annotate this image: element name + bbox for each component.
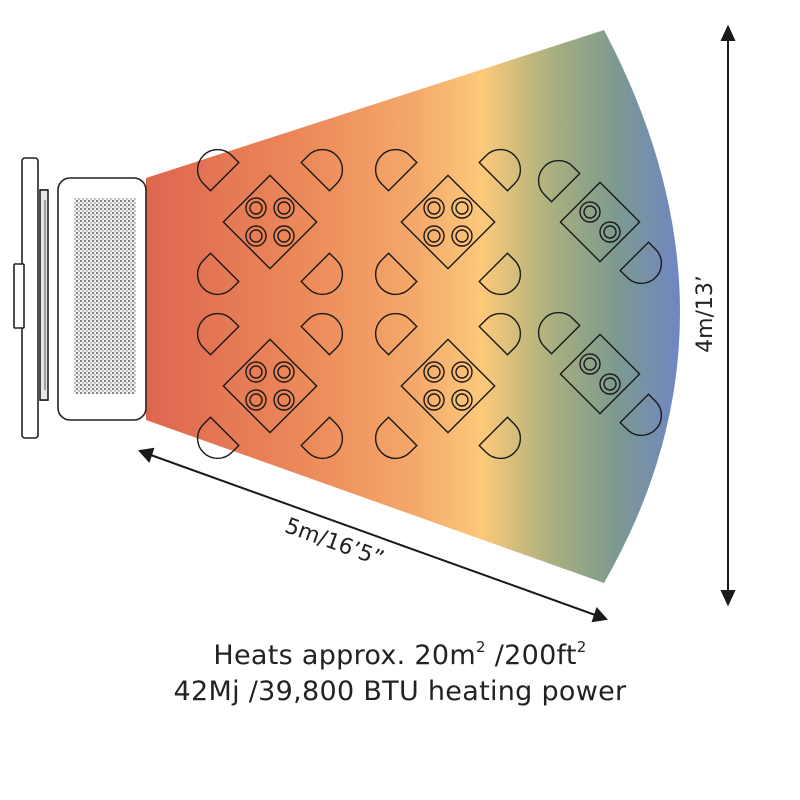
plate-icon	[245, 389, 267, 411]
plate-icon	[451, 225, 473, 247]
chair-icon	[619, 241, 663, 285]
table-top	[559, 181, 641, 263]
heat-coverage-beam	[146, 30, 680, 583]
plate-inner	[603, 377, 617, 391]
width-dimension-arrow	[720, 24, 736, 607]
width-dimension-label: 4m/13’	[693, 275, 718, 353]
plate-icon	[599, 221, 621, 243]
plate-inner	[427, 201, 441, 215]
plate-icon	[423, 197, 445, 219]
length-dimension-arrow	[138, 447, 608, 623]
chair-icon	[619, 393, 663, 437]
chair-icon	[478, 312, 522, 356]
plate-inner	[583, 205, 597, 219]
plate-icon	[273, 225, 295, 247]
squared-superscript: 2	[476, 638, 486, 656]
chair-icon	[196, 148, 240, 192]
plate-inner	[249, 201, 263, 215]
plate-icon	[451, 197, 473, 219]
plate-inner	[277, 201, 291, 215]
chair-icon	[478, 252, 522, 296]
table-with-chairs-icon	[537, 311, 663, 437]
plate-inner	[455, 365, 469, 379]
squared-superscript: 2	[576, 638, 587, 656]
plate-inner	[427, 365, 441, 379]
chair-icon	[374, 416, 418, 460]
heating-power-caption: 42Mj /39,800 BTU heating power	[173, 676, 627, 707]
plate-inner	[249, 229, 263, 243]
chair-icon	[300, 252, 344, 296]
plate-inner	[277, 365, 291, 379]
coverage-caption: Heats approx. 20m2 /200ft2	[0, 638, 800, 672]
plate-icon	[423, 389, 445, 411]
plate-inner	[455, 393, 469, 407]
plate-icon	[451, 361, 473, 383]
chair-icon	[374, 252, 418, 296]
plate-inner	[277, 393, 291, 407]
coverage-area-imperial: /200ft	[485, 640, 577, 671]
chair-icon	[196, 252, 240, 296]
table-top	[222, 174, 318, 270]
chair-icon	[300, 312, 344, 356]
table-with-chairs-icon	[374, 148, 522, 296]
table-top	[222, 338, 318, 434]
chair-icon	[537, 159, 581, 203]
chair-icon	[537, 311, 581, 355]
plate-icon	[423, 225, 445, 247]
plate-icon	[423, 361, 445, 383]
plate-icon	[245, 225, 267, 247]
dining-layout	[196, 148, 663, 460]
chair-icon	[478, 416, 522, 460]
chair-icon	[478, 148, 522, 192]
plate-icon	[245, 197, 267, 219]
plate-inner	[277, 229, 291, 243]
plate-icon	[273, 197, 295, 219]
table-with-chairs-icon	[537, 159, 663, 285]
plate-icon	[579, 201, 601, 223]
chair-icon	[300, 148, 344, 192]
plate-inner	[249, 365, 263, 379]
chair-icon	[196, 416, 240, 460]
chair-icon	[300, 416, 344, 460]
table-with-chairs-icon	[196, 148, 344, 296]
table-with-chairs-icon	[196, 312, 344, 460]
chair-icon	[374, 312, 418, 356]
table-with-chairs-icon	[374, 312, 522, 460]
plate-icon	[599, 373, 621, 395]
table-top	[400, 174, 496, 270]
plate-inner	[455, 201, 469, 215]
table-top	[400, 338, 496, 434]
plate-inner	[455, 229, 469, 243]
plate-icon	[273, 389, 295, 411]
plate-inner	[427, 393, 441, 407]
length-dimension-label: 5m/16’5”	[281, 514, 387, 572]
plate-inner	[583, 357, 597, 371]
table-top	[559, 333, 641, 415]
patio-heater-icon	[13, 157, 147, 439]
chair-icon	[196, 312, 240, 356]
plate-icon	[451, 389, 473, 411]
chair-icon	[374, 148, 418, 192]
plate-icon	[273, 361, 295, 383]
plate-inner	[249, 393, 263, 407]
plate-icon	[245, 361, 267, 383]
plate-inner	[427, 229, 441, 243]
coverage-area-metric: Heats approx. 20m	[213, 640, 476, 671]
plate-inner	[603, 225, 617, 239]
plate-icon	[579, 353, 601, 375]
